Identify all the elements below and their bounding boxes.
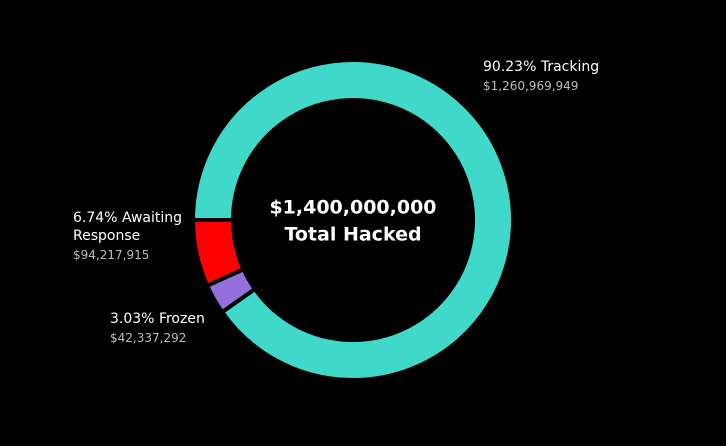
amount-label: $42,337,292 [110, 331, 187, 345]
amount-label: $94,217,915 [73, 248, 150, 262]
center-caption: Total Hacked [284, 224, 421, 246]
percent-label: 6.74% [73, 210, 118, 226]
percent-label: 90.23% [483, 59, 537, 75]
category-label: Tracking [540, 59, 600, 75]
category-label: Awaiting Response [73, 210, 183, 244]
donut-segment [190, 58, 515, 382]
segment-label: 90.23% Tracking $1,260,969,949 [483, 58, 599, 95]
category-label: Frozen [158, 311, 205, 327]
segment-label: 6.74% Awaiting Response $94,217,915 [73, 209, 193, 264]
segment-label: 3.03% Frozen $42,337,292 [110, 310, 205, 347]
center-value: $1,400,000,000 [269, 197, 436, 219]
amount-label: $1,260,969,949 [483, 79, 579, 93]
percent-label: 3.03% [110, 311, 155, 327]
